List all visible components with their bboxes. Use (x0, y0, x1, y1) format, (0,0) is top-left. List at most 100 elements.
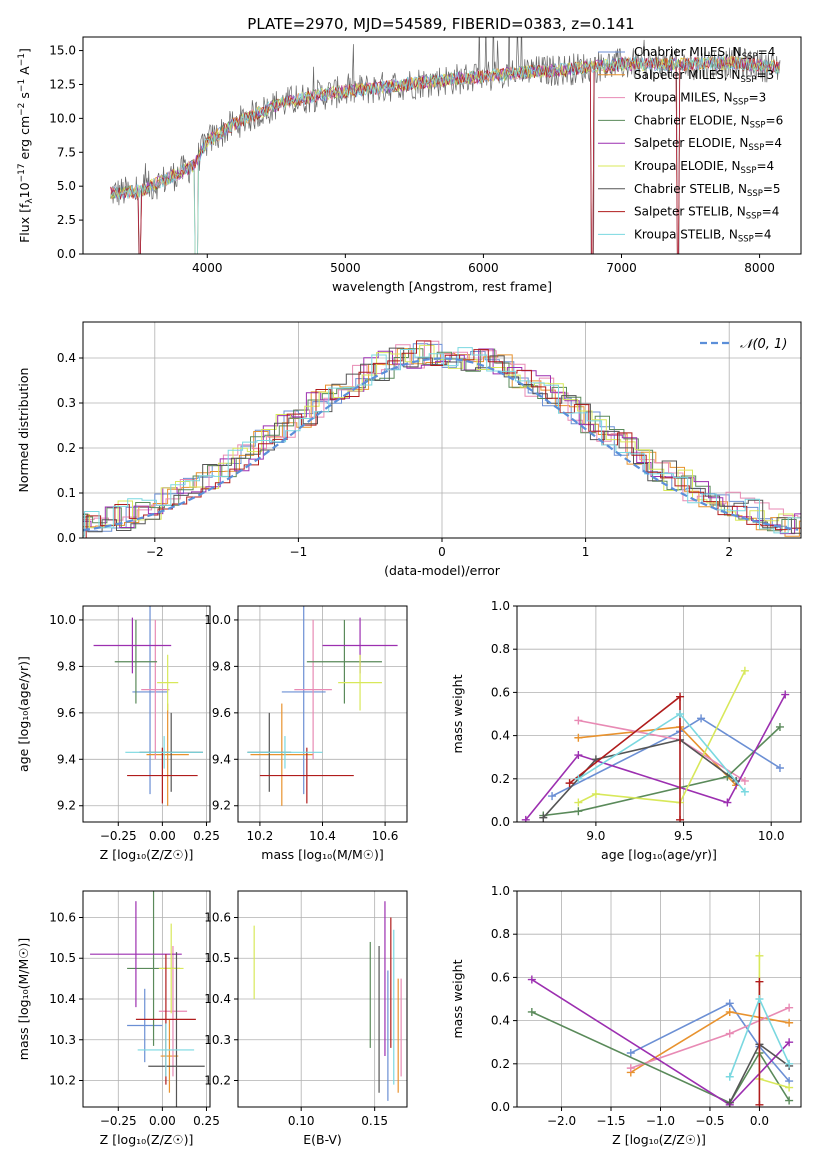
plot-area (253, 901, 402, 1101)
y-tick-label: 0.4 (57, 351, 76, 365)
legend: Chabrier MILES, NSSP=4 Salpeter MILES, NS… (598, 45, 783, 244)
x-tick-label: 9.0 (586, 829, 605, 843)
weight-marker (565, 779, 574, 788)
y-tick-label: 9.6 (57, 706, 76, 720)
grid (238, 891, 407, 1107)
errorbar-point (148, 952, 205, 1107)
errorbar-point (294, 619, 332, 760)
plot-area (521, 666, 790, 822)
x-tick-label: 10.0 (758, 829, 785, 843)
errorbar-point (158, 923, 184, 1014)
weight-marker (626, 1049, 635, 1057)
y-tick-label: 0.2 (491, 772, 510, 786)
weight-marker (755, 995, 764, 1003)
weight-marker (574, 716, 583, 725)
y-tick-label: 1.0 (491, 884, 510, 898)
y-tick-label: 9.4 (212, 752, 231, 766)
histogram-series (83, 343, 801, 538)
weight-marker (521, 815, 530, 822)
y-tick-label: 0.8 (491, 927, 510, 941)
histogram-series (83, 348, 801, 532)
weight-marker (626, 1064, 635, 1073)
y-tick-label: 7.5 (57, 145, 76, 159)
histogram-series (83, 340, 801, 538)
y-tick-label: 10.5 (204, 951, 231, 965)
legend-entry: Chabrier STELIB, NSSP=5 (634, 182, 781, 199)
y-tick-label: 1.0 (491, 599, 510, 613)
y-tick-label: 0.6 (491, 685, 510, 699)
weight-marker (574, 774, 583, 783)
y-axis-label: mass [log₁₀(M/M☉)] (16, 938, 31, 1060)
plot-area (93, 606, 203, 806)
legend-entry: Chabrier ELODIE, NSSP=6 (634, 113, 783, 130)
errorbar-point (281, 606, 326, 795)
x-tick-label: 0.10 (288, 1114, 315, 1128)
weight-marker (781, 690, 790, 699)
errorbar-point (137, 1023, 195, 1077)
errorbar-point (90, 901, 182, 1008)
weight-marker (755, 951, 764, 960)
x-tick-label: 9.5 (674, 829, 693, 843)
errorbar-point (127, 988, 163, 1063)
weight-marker (775, 764, 784, 772)
y-tick-label: 10.6 (49, 910, 76, 924)
errorbar-point (132, 606, 168, 795)
y-axis-label: Normed distribution (16, 368, 31, 493)
grid (83, 891, 210, 1107)
plot-area (247, 606, 398, 806)
y-tick-label: 0.8 (491, 642, 510, 656)
x-tick-label: 10.6 (372, 829, 399, 843)
y-tick-label: 15.0 (49, 44, 76, 58)
mass-vs-ebv-panel: 0.10 0.15 10.2 10.3 10.4 10.5 10.6 E(B-V) (204, 890, 408, 1147)
y-tick-label: 10.0 (49, 111, 76, 125)
weight-marker (755, 977, 764, 986)
y-tick-label: 10.5 (49, 951, 76, 965)
spectrum-panel: 4000 5000 6000 7000 8000 0.0 2.5 5.0 7.5 10.0 12.5… (17, 36, 802, 294)
x-tick-label: 7000 (606, 261, 637, 275)
x-axis-label: E(B-V) (303, 1132, 342, 1147)
weight-series (521, 690, 790, 822)
plot-area (83, 340, 801, 538)
legend: 𝒩(0, 1) (700, 337, 787, 352)
errorbar-point (306, 619, 382, 704)
weight-marker (574, 733, 583, 742)
errorbar-point (259, 747, 354, 804)
x-tick-label: 10.4 (309, 829, 336, 843)
y-tick-label: 5.0 (57, 179, 76, 193)
age-vs-metallicity-panel: −0.25 0.00 0.25 9.2 9.4 9.6 9.8 10.0 Z [log₁₀(Z/… (16, 605, 220, 862)
x-tick-label: 6000 (468, 261, 499, 275)
weight-series (565, 692, 685, 822)
errorbar-point (93, 617, 172, 674)
weight-marker (574, 807, 583, 816)
y-tick-label: 10.4 (204, 992, 231, 1006)
x-tick-label: −0.25 (100, 1114, 137, 1128)
y-tick-label: 0.1 (57, 486, 76, 500)
y-tick-label: 0.0 (491, 815, 510, 829)
x-tick-label: 0.00 (149, 1114, 176, 1128)
y-tick-label: 0.4 (491, 729, 510, 743)
legend-entry: Chabrier MILES, NSSP=4 (634, 45, 775, 62)
weight-marker (785, 1003, 794, 1012)
weight-marker (725, 1098, 734, 1107)
weight-marker (574, 798, 583, 807)
y-axis-label: age [log₁₀(age/yr)] (16, 656, 31, 772)
weight-marker (785, 1059, 794, 1068)
weight-series (626, 1003, 794, 1073)
y-tick-label: 0.3 (57, 396, 76, 410)
errorbar-point (157, 654, 179, 711)
y-tick-label: 9.6 (212, 706, 231, 720)
weight-marker (755, 1100, 764, 1107)
weight-vs-age-panel: 9.0 9.5 10.0 0.0 0.2 0.4 0.6 0.8 1.0 age [log₁₀(a… (450, 599, 802, 862)
y-axis-label: mass weight (450, 674, 465, 753)
grid (83, 606, 210, 822)
x-axis-label: wavelength [Angstrom, rest frame] (332, 279, 552, 294)
y-tick-label: 0.2 (491, 1057, 510, 1071)
weight-series (574, 710, 749, 796)
weight-marker (591, 789, 600, 798)
legend-entry: Salpeter STELIB, NSSP=4 (634, 205, 779, 222)
weight-marker (725, 1007, 734, 1016)
y-tick-label: 0.6 (491, 970, 510, 984)
plot-area (527, 951, 794, 1107)
weight-series (755, 951, 794, 1092)
